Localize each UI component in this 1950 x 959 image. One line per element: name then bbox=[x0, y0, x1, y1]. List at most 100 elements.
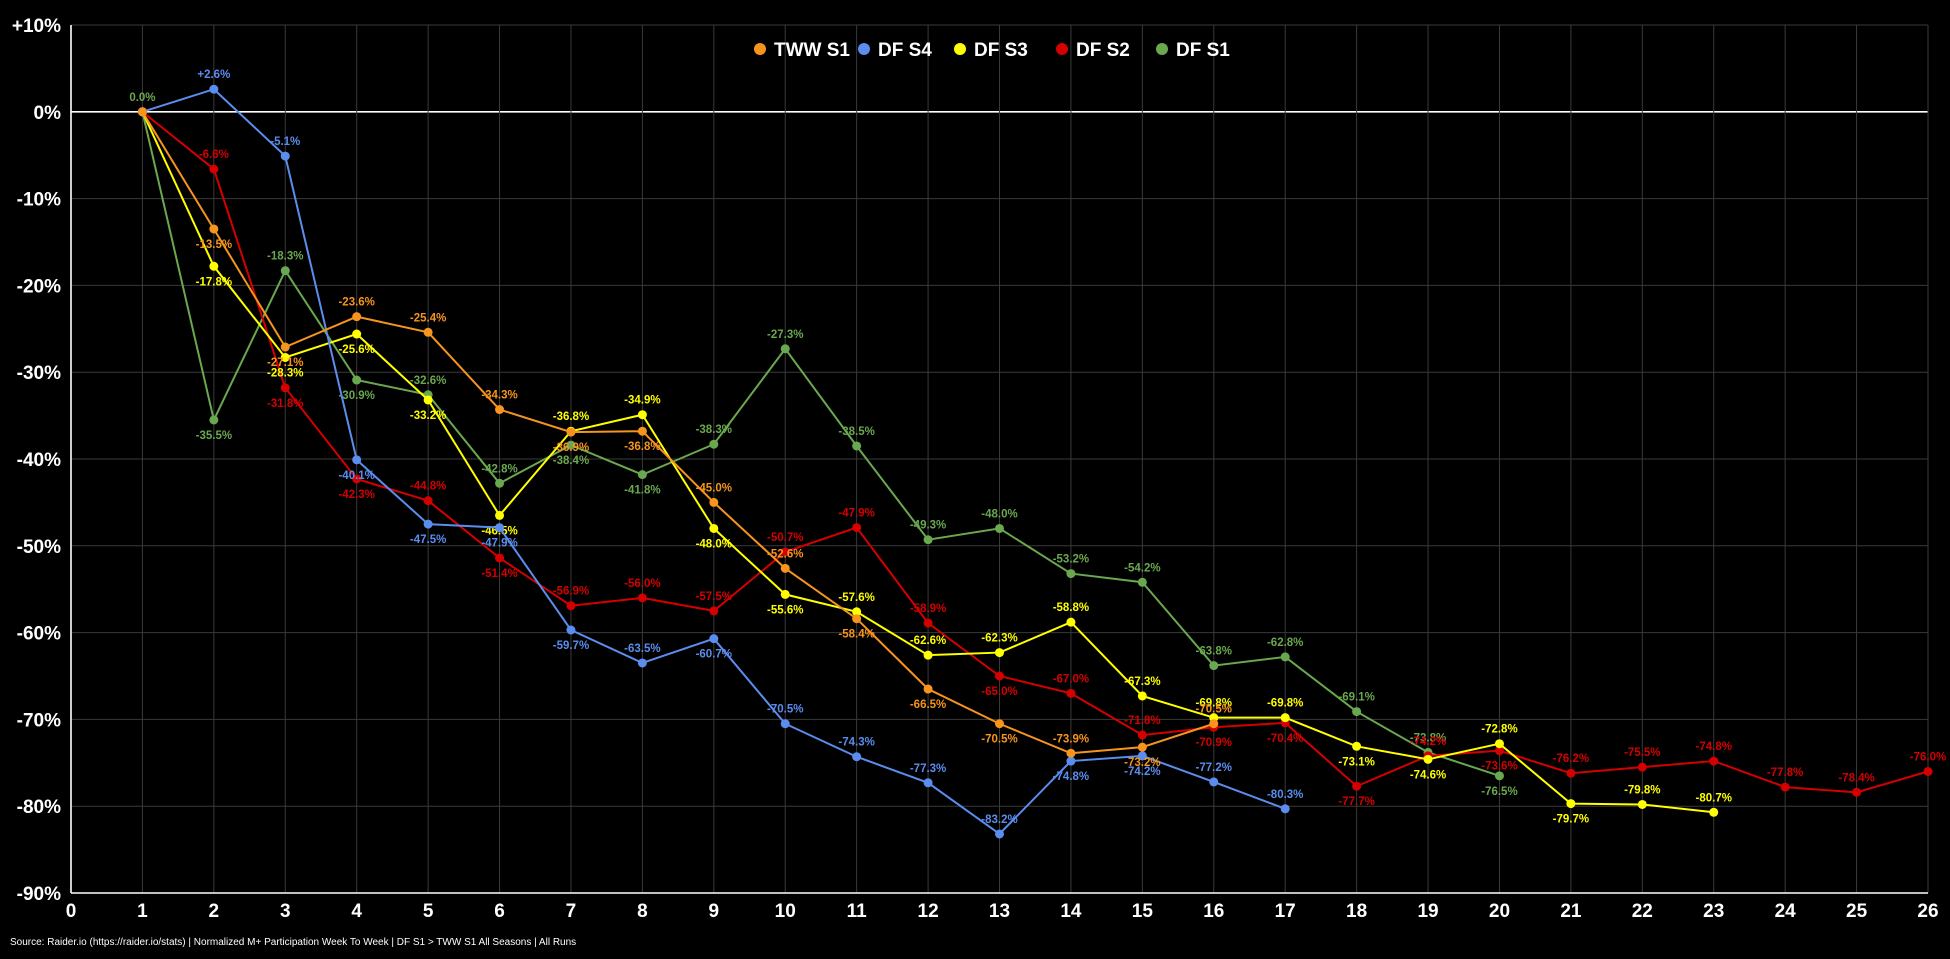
data-point bbox=[495, 523, 505, 533]
y-tick-label: +10% bbox=[12, 16, 61, 37]
y-tick-label: 0% bbox=[34, 103, 62, 124]
data-label: -32.6% bbox=[410, 375, 446, 387]
data-label: -58.8% bbox=[1053, 602, 1089, 614]
data-label: -62.6% bbox=[910, 635, 946, 647]
y-tick-label: -50% bbox=[17, 537, 61, 558]
data-point bbox=[566, 440, 576, 450]
data-point bbox=[566, 601, 576, 611]
x-tick-label: 9 bbox=[709, 901, 720, 922]
data-point bbox=[1709, 807, 1719, 817]
data-point bbox=[780, 719, 790, 729]
legend-marker-df-s1 bbox=[1156, 43, 1168, 55]
legend-marker-df-s2 bbox=[1056, 43, 1068, 55]
data-label: -13.5% bbox=[196, 239, 232, 251]
data-label: -53.2% bbox=[1053, 554, 1089, 566]
data-point bbox=[423, 327, 433, 337]
data-label: -34.3% bbox=[481, 390, 517, 402]
data-label: -47.5% bbox=[410, 534, 446, 546]
data-label: -74.6% bbox=[1410, 769, 1446, 781]
data-label: -40.1% bbox=[338, 470, 374, 482]
data-point bbox=[352, 329, 362, 339]
legend-label-df-s4: DF S4 bbox=[878, 40, 932, 61]
data-label: -38.5% bbox=[838, 426, 874, 438]
data-label: -42.3% bbox=[338, 489, 374, 501]
data-label: -62.3% bbox=[981, 633, 1017, 645]
data-label: -54.2% bbox=[1124, 562, 1160, 574]
data-point bbox=[1209, 719, 1219, 729]
data-label: -63.5% bbox=[624, 643, 660, 655]
data-point bbox=[280, 266, 290, 276]
data-point bbox=[1852, 787, 1862, 797]
data-point bbox=[423, 496, 433, 506]
data-label: -41.8% bbox=[624, 485, 660, 497]
data-point bbox=[995, 719, 1004, 729]
data-point bbox=[1280, 652, 1290, 662]
legend-marker-tww-s1 bbox=[754, 43, 766, 55]
data-label: -78.4% bbox=[1838, 772, 1874, 784]
data-label: 0.0% bbox=[129, 92, 155, 104]
data-label: -17.8% bbox=[196, 276, 232, 288]
data-point bbox=[1066, 748, 1076, 758]
data-point bbox=[495, 478, 505, 488]
data-label: -58.4% bbox=[838, 629, 874, 641]
data-label: -77.3% bbox=[910, 763, 946, 775]
data-point bbox=[209, 415, 219, 425]
x-tick-label: 6 bbox=[494, 901, 505, 922]
data-point bbox=[566, 427, 576, 437]
data-label: -45.0% bbox=[696, 482, 732, 494]
x-tick-label: 0 bbox=[66, 901, 77, 922]
data-point bbox=[637, 426, 647, 436]
x-tick-label: 2 bbox=[209, 901, 220, 922]
data-point bbox=[280, 383, 290, 393]
data-point bbox=[209, 164, 219, 174]
data-label: -69.8% bbox=[1267, 698, 1303, 710]
data-point bbox=[1494, 739, 1504, 749]
data-point bbox=[923, 650, 933, 660]
data-point bbox=[1923, 766, 1933, 776]
data-label: -70.9% bbox=[1196, 737, 1232, 749]
data-point bbox=[637, 658, 647, 668]
data-label: -34.9% bbox=[624, 395, 660, 407]
data-point bbox=[995, 648, 1004, 658]
data-label: -74.2% bbox=[1124, 766, 1160, 778]
legend-label-df-s2: DF S2 bbox=[1076, 40, 1130, 61]
y-tick-label: -80% bbox=[17, 797, 61, 818]
data-point bbox=[1137, 751, 1147, 761]
series-line-tww-s1 bbox=[141, 111, 1215, 755]
y-tick-label: -90% bbox=[17, 884, 61, 905]
data-point bbox=[852, 441, 862, 451]
data-point bbox=[637, 470, 647, 480]
data-point bbox=[1066, 688, 1076, 698]
data-point bbox=[280, 352, 290, 362]
data-label: -71.8% bbox=[1124, 715, 1160, 727]
data-point bbox=[923, 778, 933, 788]
data-label: -67.0% bbox=[1053, 673, 1089, 685]
data-point bbox=[852, 607, 862, 617]
legend-label-df-s3: DF S3 bbox=[974, 40, 1028, 61]
data-label: -80.7% bbox=[1696, 792, 1732, 804]
source-note: Source: Raider.io (https://raider.io/sta… bbox=[10, 937, 577, 948]
series-group: 0.0% -35.5% -18.3% -30.9% -32.6% -42.8% -38.4%… bbox=[129, 69, 1946, 839]
data-point bbox=[852, 614, 862, 624]
legend-marker-df-s3 bbox=[954, 43, 966, 55]
data-label: -66.5% bbox=[910, 699, 946, 711]
data-point bbox=[1280, 804, 1290, 814]
data-label: -70.4% bbox=[1267, 733, 1303, 745]
data-label: -79.7% bbox=[1553, 814, 1589, 826]
data-point bbox=[280, 342, 290, 352]
x-tick-label: 26 bbox=[1917, 901, 1938, 922]
series-df-s2: -6.6% -31.8% -42.3% -44.8% -51.4% -56.9% -56.0… bbox=[137, 107, 1946, 808]
x-tick-label: 17 bbox=[1275, 901, 1296, 922]
x-tick-label: 22 bbox=[1632, 901, 1653, 922]
data-point bbox=[1137, 577, 1147, 587]
data-point bbox=[923, 684, 933, 694]
data-label: -73.9% bbox=[1053, 733, 1089, 745]
data-label: -36.9% bbox=[553, 442, 589, 454]
x-tick-label: 24 bbox=[1775, 901, 1797, 922]
data-label: -72.8% bbox=[1481, 724, 1517, 736]
data-label: -75.5% bbox=[1624, 747, 1660, 759]
data-point bbox=[423, 519, 433, 529]
x-tick-label: 5 bbox=[423, 901, 434, 922]
x-tick-label: 14 bbox=[1060, 901, 1082, 922]
data-label: -76.0% bbox=[1910, 751, 1946, 763]
